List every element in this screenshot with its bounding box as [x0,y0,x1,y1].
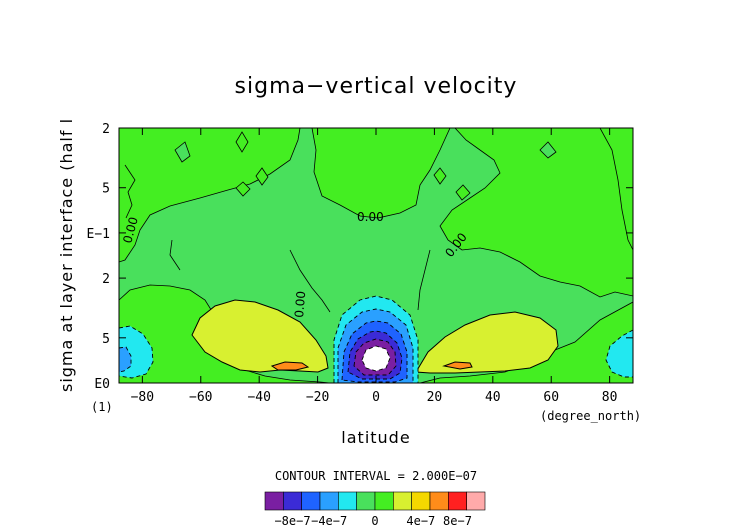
colorbar-swatch [356,491,376,511]
nh-positive-band [415,311,559,374]
colorbar-label: 4e−7 [406,514,435,528]
upper-island-3 [255,167,269,186]
mid-left-contour [289,249,331,313]
colorbar-swatch [264,491,284,511]
upper-island-5 [433,167,447,185]
contour-label-2: 0.00 [120,215,140,244]
nh-polar-minimum [605,329,633,378]
x-tick-label: −60 [189,390,212,405]
x-tick-label: −40 [247,390,270,405]
colorbar-swatch [411,491,431,511]
y-axis-label: sigma at layer interface (half l [57,118,76,392]
sh-upper-contour [169,239,181,271]
nh-local-max [442,361,473,370]
y-axis-unit: (1) [91,400,113,414]
colorbar-swatch [301,491,321,511]
chart-title: sigma−vertical velocity [235,74,518,99]
y-tick-label: 2 [102,272,110,287]
contour-label-1: 0.00 [357,210,384,224]
y-tick-label: E0 [94,377,110,392]
upper-bright-region [119,128,633,298]
colorbar-swatch [338,491,357,511]
upper-island-6 [455,184,471,201]
colorbar-swatch [448,491,467,511]
upper-island-7 [539,141,557,159]
x-tick-label: 60 [543,390,559,405]
y-tick-label: 5 [102,332,110,347]
colorbar-swatch [374,491,394,511]
x-tick-label: 40 [485,390,501,405]
colorbar-label: −8e−7 [274,514,310,528]
x-axis-unit: (degree_north) [540,409,641,423]
colorbar: −8e−7 −4e−7 0 4e−7 8e−7 [264,491,486,528]
x-tick-label: 20 [427,390,443,405]
y-axis: 2 5 E−1 2 5 E0 [87,122,633,392]
y-tick-label: 2 [102,122,110,137]
plot-area: 0.00 0.00 0.00 0.00 [118,127,634,384]
upper-island-1 [235,131,249,153]
sh-polar-minimum-inner [119,346,132,373]
colorbar-swatch [393,491,412,511]
x-axis-label: latitude [341,428,410,447]
nh-upper-contour [599,128,633,251]
colorbar-label: 8e−7 [443,514,472,528]
colorbar-swatch [466,491,486,511]
x-tick-label: −80 [131,390,154,405]
colorbar-swatch [283,491,302,511]
y-tick-label: 5 [102,182,110,197]
sh-positive-band [191,299,329,373]
colorbar-swatch [319,491,339,511]
sh-wiggle-contour [124,164,136,219]
upper-island-4 [174,141,191,163]
colorbar-label: 0 [371,514,378,528]
x-tick-label: 80 [602,390,618,405]
y-tick-label: E−1 [87,227,110,242]
contour-label-3: 0.00 [292,290,308,318]
upper-island-2 [235,181,251,197]
sh-local-max [270,361,310,371]
eq-minimum-core [361,345,391,372]
colorbar-swatch [429,491,449,511]
x-axis: −80 −60 −40 −20 0 20 40 60 80 [131,128,618,405]
x-tick-label: 0 [372,390,380,405]
x-tick-label: −20 [306,390,329,405]
colorbar-label: −4e−7 [311,514,347,528]
mid-right-contour [417,249,431,311]
contour-interval-text: CONTOUR INTERVAL = 2.000E−07 [275,469,477,483]
